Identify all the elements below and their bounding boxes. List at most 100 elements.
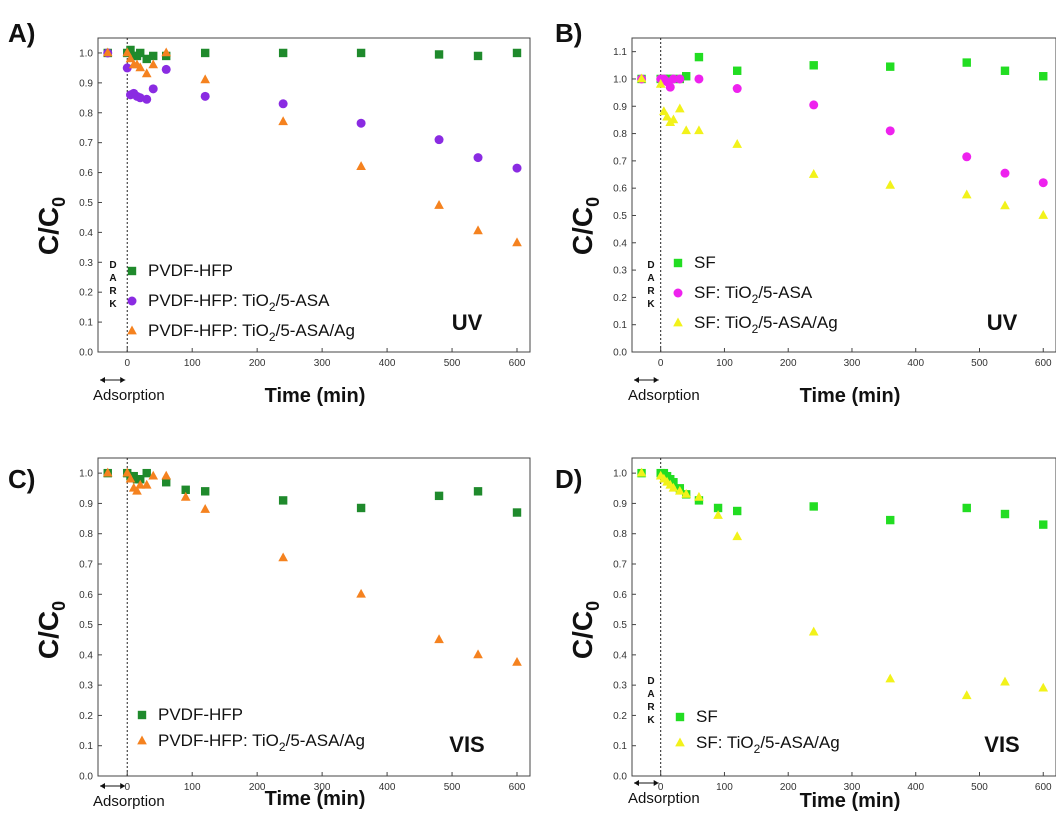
data-point (694, 491, 704, 501)
x-axis-label: Time (min) (800, 385, 901, 407)
y-tick-label: 0.2 (79, 288, 93, 299)
y-axis-label-main: C/C (33, 207, 64, 255)
legend: SF SF: TiO2/5-ASA/Ag (675, 707, 840, 756)
data-point (962, 58, 971, 67)
x-tick-label: 400 (379, 358, 396, 369)
data-point (161, 470, 172, 480)
y-tick-label: 0.0 (79, 348, 93, 359)
y-tick-label: 0.4 (613, 650, 627, 661)
data-point (681, 72, 691, 81)
data-point (694, 52, 704, 62)
data-point (675, 74, 685, 84)
data-point (886, 62, 895, 71)
y-tick-label: 0.8 (79, 529, 93, 540)
data-point (808, 626, 819, 636)
data-point (733, 506, 742, 516)
legend-marker (673, 317, 683, 327)
data-point (885, 179, 896, 189)
data-point (141, 479, 152, 489)
data-point (512, 656, 522, 666)
y-tick-label: 0.5 (613, 620, 627, 631)
data-point (713, 510, 723, 519)
data-point (278, 496, 288, 505)
data-point (200, 504, 211, 513)
adsorption-arrowhead-left (634, 377, 639, 383)
panel-label: C) (8, 464, 35, 494)
data-point (200, 74, 211, 84)
dark-label-letter: K (647, 715, 655, 726)
adsorption-arrowhead-right (120, 783, 126, 789)
y-axis-label-sub: 0 (583, 601, 603, 611)
data-point (713, 503, 723, 513)
x-tick-label: 200 (249, 358, 266, 369)
data-point (674, 103, 685, 113)
data-point (148, 470, 159, 480)
data-point (732, 84, 742, 94)
y-tick-label: 1.0 (613, 74, 627, 85)
data-point (694, 74, 704, 84)
x-tick-label: 0 (124, 358, 130, 369)
data-point (962, 152, 972, 162)
data-point (473, 153, 483, 163)
data-point (1000, 509, 1010, 519)
x-tick-label: 0 (658, 358, 664, 369)
data-point (122, 63, 132, 73)
data-point (733, 66, 742, 75)
y-axis-label-text: C/C0 (567, 601, 603, 659)
data-point (136, 475, 145, 484)
y-tick-label: 0.6 (613, 184, 627, 195)
legend-text-part: SF: TiO (696, 733, 754, 752)
y-tick-label: 0.6 (79, 168, 93, 179)
data-point (278, 552, 288, 562)
data-point (886, 515, 895, 525)
series-3 (636, 73, 1049, 219)
x-tick-label: 0 (658, 782, 664, 793)
legend-subscript: 2 (269, 330, 276, 344)
data-point (278, 116, 288, 126)
x-tick-label: 300 (314, 358, 331, 369)
legend-text-part: SF (696, 707, 718, 726)
data-point (356, 118, 366, 128)
data-point (668, 74, 678, 84)
data-point (142, 54, 151, 64)
series-2 (637, 74, 1048, 188)
legend-marker (137, 735, 147, 745)
y-tick-label: 0.4 (79, 650, 93, 661)
dark-label-letter: R (647, 286, 655, 297)
legend-text-part: PVDF-HFP: TiO (148, 321, 269, 340)
data-point (135, 479, 146, 489)
legend-marker (673, 288, 683, 298)
data-point (126, 45, 135, 55)
data-point (149, 51, 158, 61)
x-tick-label: 200 (249, 782, 266, 793)
y-tick-label: 0.1 (79, 318, 93, 329)
legend-subscript: 2 (752, 322, 759, 336)
data-point (694, 125, 704, 135)
y-tick-label: 0.9 (79, 78, 93, 89)
data-point (668, 482, 679, 492)
adsorption-arrowhead-left (634, 780, 639, 786)
y-tick-label: 0.9 (79, 499, 93, 510)
data-point (142, 94, 152, 104)
y-tick-label: 0.0 (79, 772, 93, 783)
adsorption-label: Adsorption (628, 790, 700, 807)
data-point (132, 485, 142, 495)
data-point (1038, 682, 1049, 692)
dark-label-letter: D (647, 260, 654, 271)
legend-marker (673, 258, 683, 268)
x-tick-label: 300 (314, 782, 331, 793)
legend-text-part: PVDF-HFP (148, 261, 233, 280)
dark-label-letter: A (647, 273, 654, 284)
data-point (356, 48, 366, 58)
data-point (681, 488, 692, 498)
data-point (473, 51, 483, 61)
data-point (278, 48, 288, 58)
data-point (125, 53, 136, 63)
condition-label: VIS (984, 732, 1019, 757)
legend-subscript: 2 (269, 300, 276, 314)
y-tick-label: 0.1 (613, 320, 627, 331)
x-tick-label: 400 (907, 782, 924, 793)
y-tick-label: 0.6 (613, 590, 627, 601)
